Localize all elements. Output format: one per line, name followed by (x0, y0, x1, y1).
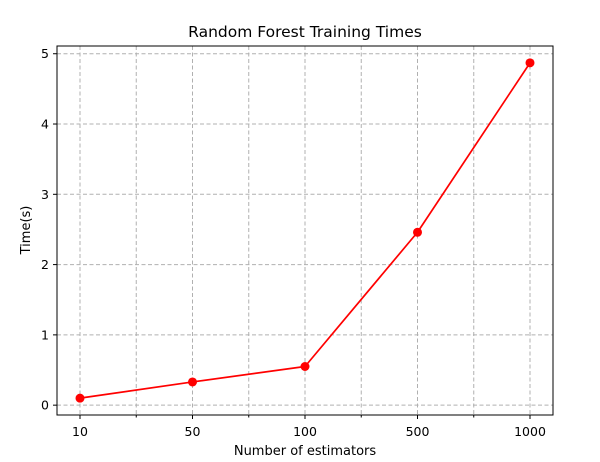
x-tick-label: 100 (293, 424, 317, 439)
x-tick-label: 1000 (514, 424, 546, 439)
x-tick-label: 50 (185, 424, 201, 439)
data-point (188, 377, 197, 387)
chart-title: Random Forest Training Times (188, 23, 422, 41)
data-point (300, 362, 310, 372)
y-tick-label: 2 (41, 257, 49, 272)
data-point (75, 393, 85, 403)
x-tick-label: 10 (72, 424, 88, 439)
y-tick-label: 5 (41, 46, 49, 61)
data-point (525, 58, 535, 68)
y-tick-label: 1 (41, 327, 49, 342)
plot-frame (56, 45, 554, 416)
y-tick-label: 3 (41, 187, 49, 202)
data-point (413, 227, 422, 237)
x-tick-label: 500 (406, 424, 430, 439)
y-tick-label: 4 (41, 117, 49, 132)
axis-ticks: 0 1 2 3 4 5 10 50 100 500 1000 (41, 46, 546, 439)
y-axis-label: Time(s) (19, 206, 34, 256)
series-layer (75, 58, 535, 403)
y-tick-label: 0 (41, 398, 49, 413)
x-axis-label: Number of estimators (234, 444, 377, 459)
